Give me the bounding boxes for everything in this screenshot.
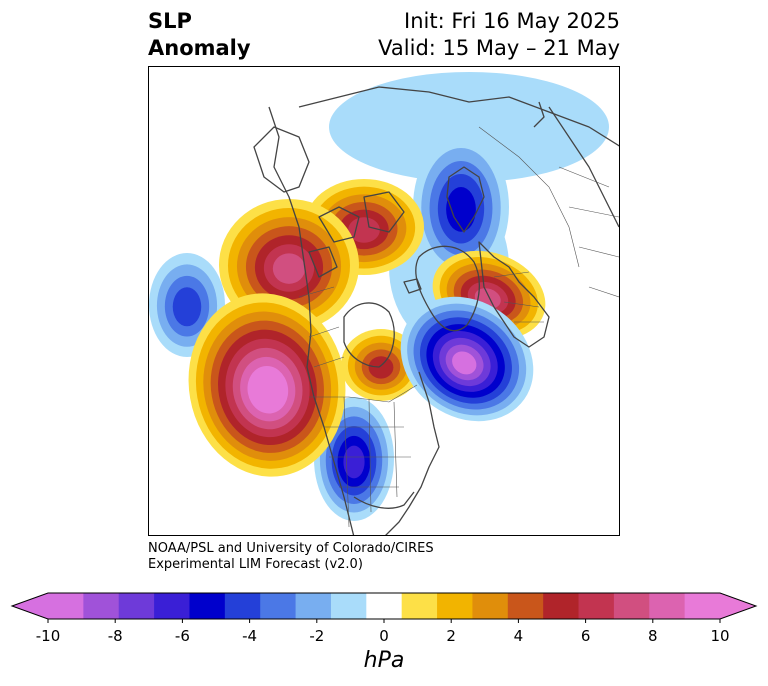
anomaly-contour-band — [343, 445, 365, 479]
colorbar-tick-label: -4 — [242, 627, 258, 645]
colorbar-segment — [401, 593, 438, 619]
colorbar-segment — [366, 593, 403, 619]
colorbar-segment — [543, 593, 580, 619]
border-russia — [478, 126, 580, 268]
colorbar-tick-label: 0 — [379, 627, 389, 645]
map-title: SLP Anomaly — [148, 8, 251, 62]
anomaly-ne-pacific — [188, 293, 346, 477]
credit-line2: Experimental LIM Forecast (v2.0) — [148, 557, 363, 572]
slp-anomaly-map — [149, 67, 619, 535]
title-variable-line1: SLP — [148, 9, 192, 33]
anomaly-background — [329, 72, 609, 182]
colorbar-tick-label: 8 — [648, 627, 658, 645]
border-canada-provinces — [298, 286, 345, 368]
forecast-dates: Init: Fri 16 May 2025 Valid: 15 May – 21… — [378, 8, 620, 62]
colorbar-tick-label: -2 — [309, 627, 325, 645]
border-us-states-2 — [343, 396, 398, 528]
anomaly-contour-band — [254, 375, 282, 406]
anomaly-contour-band — [446, 187, 476, 232]
colorbar-segment — [613, 593, 650, 619]
coast-japan — [533, 101, 545, 128]
anomaly-contour-band — [452, 351, 477, 375]
colorbar-segment — [48, 593, 84, 619]
coast-iceland — [403, 278, 422, 294]
coast-asia-east — [548, 106, 619, 228]
coast-greenland — [415, 245, 480, 332]
colorbar — [10, 592, 758, 623]
colorbar-ticks: -10 -8 -6 -4 -2 0 2 4 6 8 10 — [0, 627, 768, 647]
coast-eurasia-north — [298, 86, 619, 147]
credit-text: NOAA/PSL and University of Colorado/CIRE… — [148, 541, 434, 573]
coast-hudson-bay — [343, 302, 395, 368]
title-variable-line2: Anomaly — [148, 36, 251, 60]
coast-gulf-mexico — [353, 491, 415, 509]
colorbar-tick-label: -10 — [35, 627, 61, 645]
colorbar-segment — [578, 593, 615, 619]
colorbar-segments — [10, 592, 758, 623]
coast-europe — [478, 241, 550, 348]
colorbar-tick-label: -8 — [107, 627, 123, 645]
coast-west-north-america — [268, 106, 355, 535]
colorbar-under-arrow — [12, 593, 48, 619]
coast-alaska — [253, 126, 310, 193]
colorbar-tick-label: 6 — [580, 627, 591, 645]
border-asia-countries — [558, 166, 619, 298]
border-europe-countries — [493, 271, 544, 323]
credit-line1: NOAA/PSL and University of Colorado/CIRE… — [148, 541, 434, 556]
anomaly-contour-band — [172, 287, 202, 327]
colorbar-segment — [649, 593, 686, 619]
anomaly-contour-band — [272, 253, 306, 284]
anomaly-north-atlantic — [400, 296, 534, 422]
colorbar-segment — [118, 593, 155, 619]
colorbar-segment — [472, 593, 509, 619]
coast-scandinavia — [446, 166, 485, 233]
colorbar-segment — [154, 593, 190, 619]
colorbar-segment — [330, 593, 367, 619]
colorbar-segment — [684, 593, 721, 619]
colorbar-tick-label: 2 — [446, 627, 456, 645]
colorbar-tick-label: 4 — [513, 627, 524, 645]
colorbar-units: hPa — [363, 648, 405, 673]
anomaly-scandinavia-western-russia — [432, 250, 546, 340]
colorbar-segment — [224, 593, 261, 619]
coast-east-north-america — [385, 371, 440, 535]
colorbar-segment — [260, 593, 297, 619]
anomaly-contour-band — [348, 217, 380, 243]
anomaly-western-siberia — [413, 135, 509, 279]
colorbar-over-arrow — [720, 593, 756, 619]
valid-range: Valid: 15 May – 21 May — [378, 36, 620, 60]
colorbar-tick-label: -6 — [174, 627, 190, 645]
colorbar-segment — [507, 593, 544, 619]
colorbar-segment — [437, 593, 473, 619]
colorbar-segment — [83, 593, 120, 619]
political-borders — [298, 126, 619, 528]
coastlines-borders — [253, 86, 619, 535]
anomaly-contours — [149, 72, 609, 521]
coast-arctic-islands — [308, 191, 405, 278]
colorbar-tick-label: 10 — [710, 627, 730, 645]
colorbar-segment — [295, 593, 332, 619]
colorbar-segment — [189, 593, 226, 619]
map-panel — [148, 66, 620, 536]
init-date: Init: Fri 16 May 2025 — [404, 9, 620, 33]
anomaly-contour-band — [368, 356, 394, 379]
